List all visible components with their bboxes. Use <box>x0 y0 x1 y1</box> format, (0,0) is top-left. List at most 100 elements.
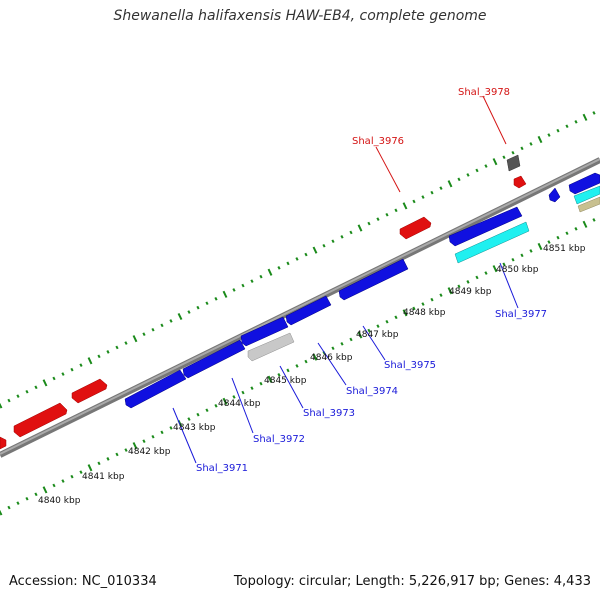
leader-shal-3971 <box>172 407 197 464</box>
minor-tick <box>295 257 299 261</box>
minor-tick <box>160 323 164 328</box>
minor-tick <box>250 279 254 283</box>
minor-tick <box>412 199 416 204</box>
gene-shal-3977[interactable] <box>454 221 530 264</box>
major-tick <box>0 509 3 516</box>
gene-reverse[interactable] <box>548 187 561 203</box>
major-tick <box>42 486 48 494</box>
minor-tick <box>70 367 74 372</box>
gene-rna[interactable] <box>573 185 600 205</box>
minor-tick <box>124 341 128 345</box>
gene-label-shal-3976[interactable]: Shal_3976 <box>352 136 404 147</box>
gene-shal-3975[interactable] <box>285 295 332 326</box>
leader-shal-3976 <box>375 146 401 193</box>
minor-tick <box>520 146 524 151</box>
major-tick <box>402 309 408 317</box>
major-tick <box>177 312 183 321</box>
minor-tick <box>529 142 533 146</box>
minor-tick <box>61 372 65 376</box>
gene-label-shal-3974[interactable]: Shal_3974 <box>346 386 398 397</box>
minor-tick <box>556 235 560 240</box>
gene-label-shal-3978[interactable]: Shal_3978 <box>458 87 510 98</box>
minor-tick <box>169 319 173 323</box>
gene-label-shal-3975[interactable]: Shal_3975 <box>384 360 436 371</box>
minor-tick <box>376 324 380 328</box>
gene-shal-3974[interactable] <box>240 316 289 347</box>
minor-tick <box>97 354 101 359</box>
scale-label: 4840 kbp <box>38 496 81 506</box>
scale-label: 4846 kbp <box>310 353 353 363</box>
minor-tick <box>277 373 281 377</box>
scale-label: 4845 kbp <box>264 376 307 386</box>
minor-tick <box>70 474 74 479</box>
minor-tick <box>97 461 101 466</box>
major-tick <box>222 290 228 298</box>
minor-tick <box>439 293 443 297</box>
major-tick <box>582 220 588 228</box>
leader-shal-3974 <box>317 342 347 386</box>
leader-shal-3972 <box>231 377 254 434</box>
minor-tick <box>421 302 425 306</box>
reverse-strand-genes <box>124 172 600 409</box>
minor-tick <box>484 271 488 275</box>
gene-shal-3978[interactable] <box>513 175 527 189</box>
major-tick <box>447 180 453 188</box>
minor-tick <box>106 350 110 354</box>
minor-tick <box>421 195 425 199</box>
minor-tick <box>574 120 578 124</box>
minor-tick <box>511 257 515 262</box>
minor-tick <box>115 452 119 457</box>
major-tick <box>582 113 588 121</box>
major-tick <box>447 287 453 295</box>
minor-tick <box>241 390 245 395</box>
gene-olive[interactable] <box>577 196 600 213</box>
minor-tick <box>592 111 596 115</box>
major-tick <box>42 379 48 387</box>
scale-label: 4843 kbp <box>173 423 216 433</box>
major-tick <box>357 224 363 232</box>
gene-forward[interactable] <box>71 378 108 404</box>
genome-summary-text: Topology: circular; Length: 5,226,917 bp… <box>233 574 591 589</box>
minor-tick <box>394 315 398 320</box>
gene-shal-3972[interactable] <box>182 339 246 379</box>
other-genes <box>247 185 600 362</box>
minor-tick <box>79 363 83 367</box>
minor-tick <box>196 412 200 417</box>
gene-shal-3976[interactable] <box>399 216 432 240</box>
major-tick <box>492 265 498 273</box>
gene-label-shal-3977[interactable]: Shal_3977 <box>495 309 547 320</box>
scale-label: 4848 kbp <box>403 308 446 318</box>
minor-tick <box>592 218 596 222</box>
minor-tick <box>331 346 335 351</box>
gene-reverse[interactable] <box>448 206 523 247</box>
major-tick <box>267 375 273 383</box>
gene-shal-3973[interactable] <box>247 332 295 362</box>
outer-tick-ring <box>0 111 596 409</box>
minor-tick <box>259 274 263 279</box>
scale-label: 4849 kbp <box>449 287 492 297</box>
major-tick <box>537 242 543 251</box>
major-tick <box>312 246 318 254</box>
minor-tick <box>205 408 209 413</box>
gene-reverse[interactable] <box>338 258 409 301</box>
minor-tick <box>160 430 164 435</box>
minor-tick <box>466 280 470 284</box>
scale-label: 4847 kbp <box>356 330 399 340</box>
minor-tick <box>61 479 65 483</box>
gene-label-shal-3971[interactable]: Shal_3971 <box>196 463 248 474</box>
gene-label-leaders <box>172 262 519 464</box>
minor-tick <box>430 297 434 302</box>
minor-tick <box>349 337 353 342</box>
gene-shal-3971[interactable] <box>124 369 187 409</box>
scale-label: 4842 kbp <box>128 447 171 457</box>
gene-label-shal-3972[interactable]: Shal_3972 <box>253 434 305 445</box>
gene-reverse[interactable] <box>568 172 600 195</box>
accession-text: Accession: NC_010334 <box>9 574 157 589</box>
gene-label-shal-3973[interactable]: Shal_3973 <box>303 408 355 419</box>
gene-dark[interactable] <box>506 154 521 172</box>
minor-tick <box>340 235 344 239</box>
gene-forward[interactable] <box>13 402 68 438</box>
gene-forward[interactable] <box>0 436 7 450</box>
